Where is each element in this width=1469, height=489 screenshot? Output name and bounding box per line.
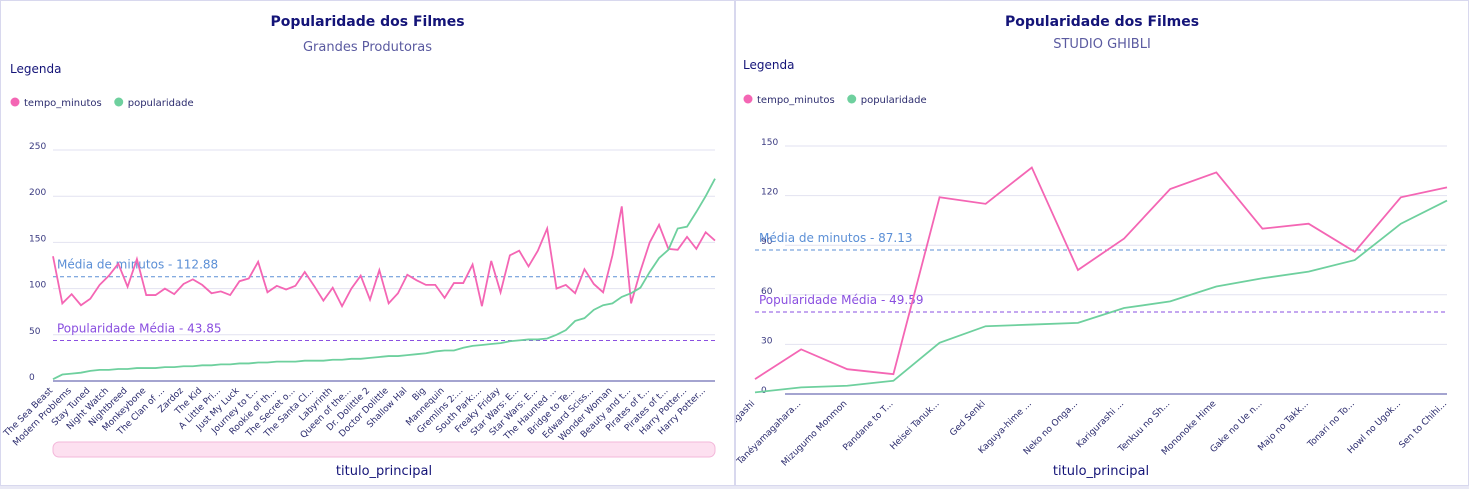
x-tick-label: Tonari no To... [1305,399,1356,450]
chart: Popularidade dos Filmes STUDIO GHIBLI Lege… [702,14,1450,479]
legend-swatch [114,97,124,107]
legend-swatch [847,94,857,104]
line-series [52,206,716,309]
y-tick-label: 90 [761,237,773,247]
legend-label: popularidade [861,95,927,106]
panel-right: Popularidade dos Filmes STUDIO GHIBLI Lege… [702,0,1469,486]
x-axis-label: titulo_principal [336,464,432,479]
scrollbar[interactable] [52,441,716,458]
y-tick-label: 100 [29,281,46,291]
x-tick-label: Majo no Takk... [1256,399,1310,453]
legend-swatch [743,94,753,104]
x-tick-label: Ged Senki [948,399,987,438]
y-tick-label: 50 [29,327,41,337]
line-series [52,178,716,380]
line-series [754,199,1448,394]
y-tick-label: 120 [761,188,778,198]
x-tick-label: Karigurashi ... [1075,399,1126,450]
y-tick-label: 150 [29,234,46,244]
legend-title: Legenda [10,62,61,76]
line-series [754,166,1448,380]
y-tick-label: 200 [29,188,46,198]
chart-subtitle: Grandes Produtoras [303,40,432,55]
y-tick-label: 0 [29,373,35,383]
x-axis-label: titulo_principal [1053,464,1149,479]
reference-label: Popularidade Média - 43.85 [57,321,221,335]
legend-label: tempo_minutos [757,95,835,106]
y-tick-label: 150 [761,138,778,148]
legend-label: popularidade [128,98,194,109]
chart-subtitle: STUDIO GHIBLI [1053,37,1151,52]
chart: Popularidade dos Filmes Grandes Produtora… [2,14,716,479]
legend-swatch [10,97,20,107]
panel-left: Popularidade dos Filmes Grandes Produtora… [0,0,735,486]
chart-title: Popularidade dos Filmes [1005,14,1199,30]
chart-title: Popularidade dos Filmes [270,14,464,30]
x-tick-label: Sen to Chihi... [1398,399,1450,451]
legend-label: tempo_minutos [24,98,102,109]
y-tick-label: 60 [761,287,773,297]
legend-title: Legenda [743,58,794,72]
reference-label: Média de minutos - 87.13 [759,231,913,245]
x-tick-label: Heisei Tanuk... [889,399,942,452]
reference-label: Popularidade Média - 49.59 [759,293,923,307]
y-tick-label: 250 [29,142,46,152]
y-tick-label: 30 [761,336,773,346]
